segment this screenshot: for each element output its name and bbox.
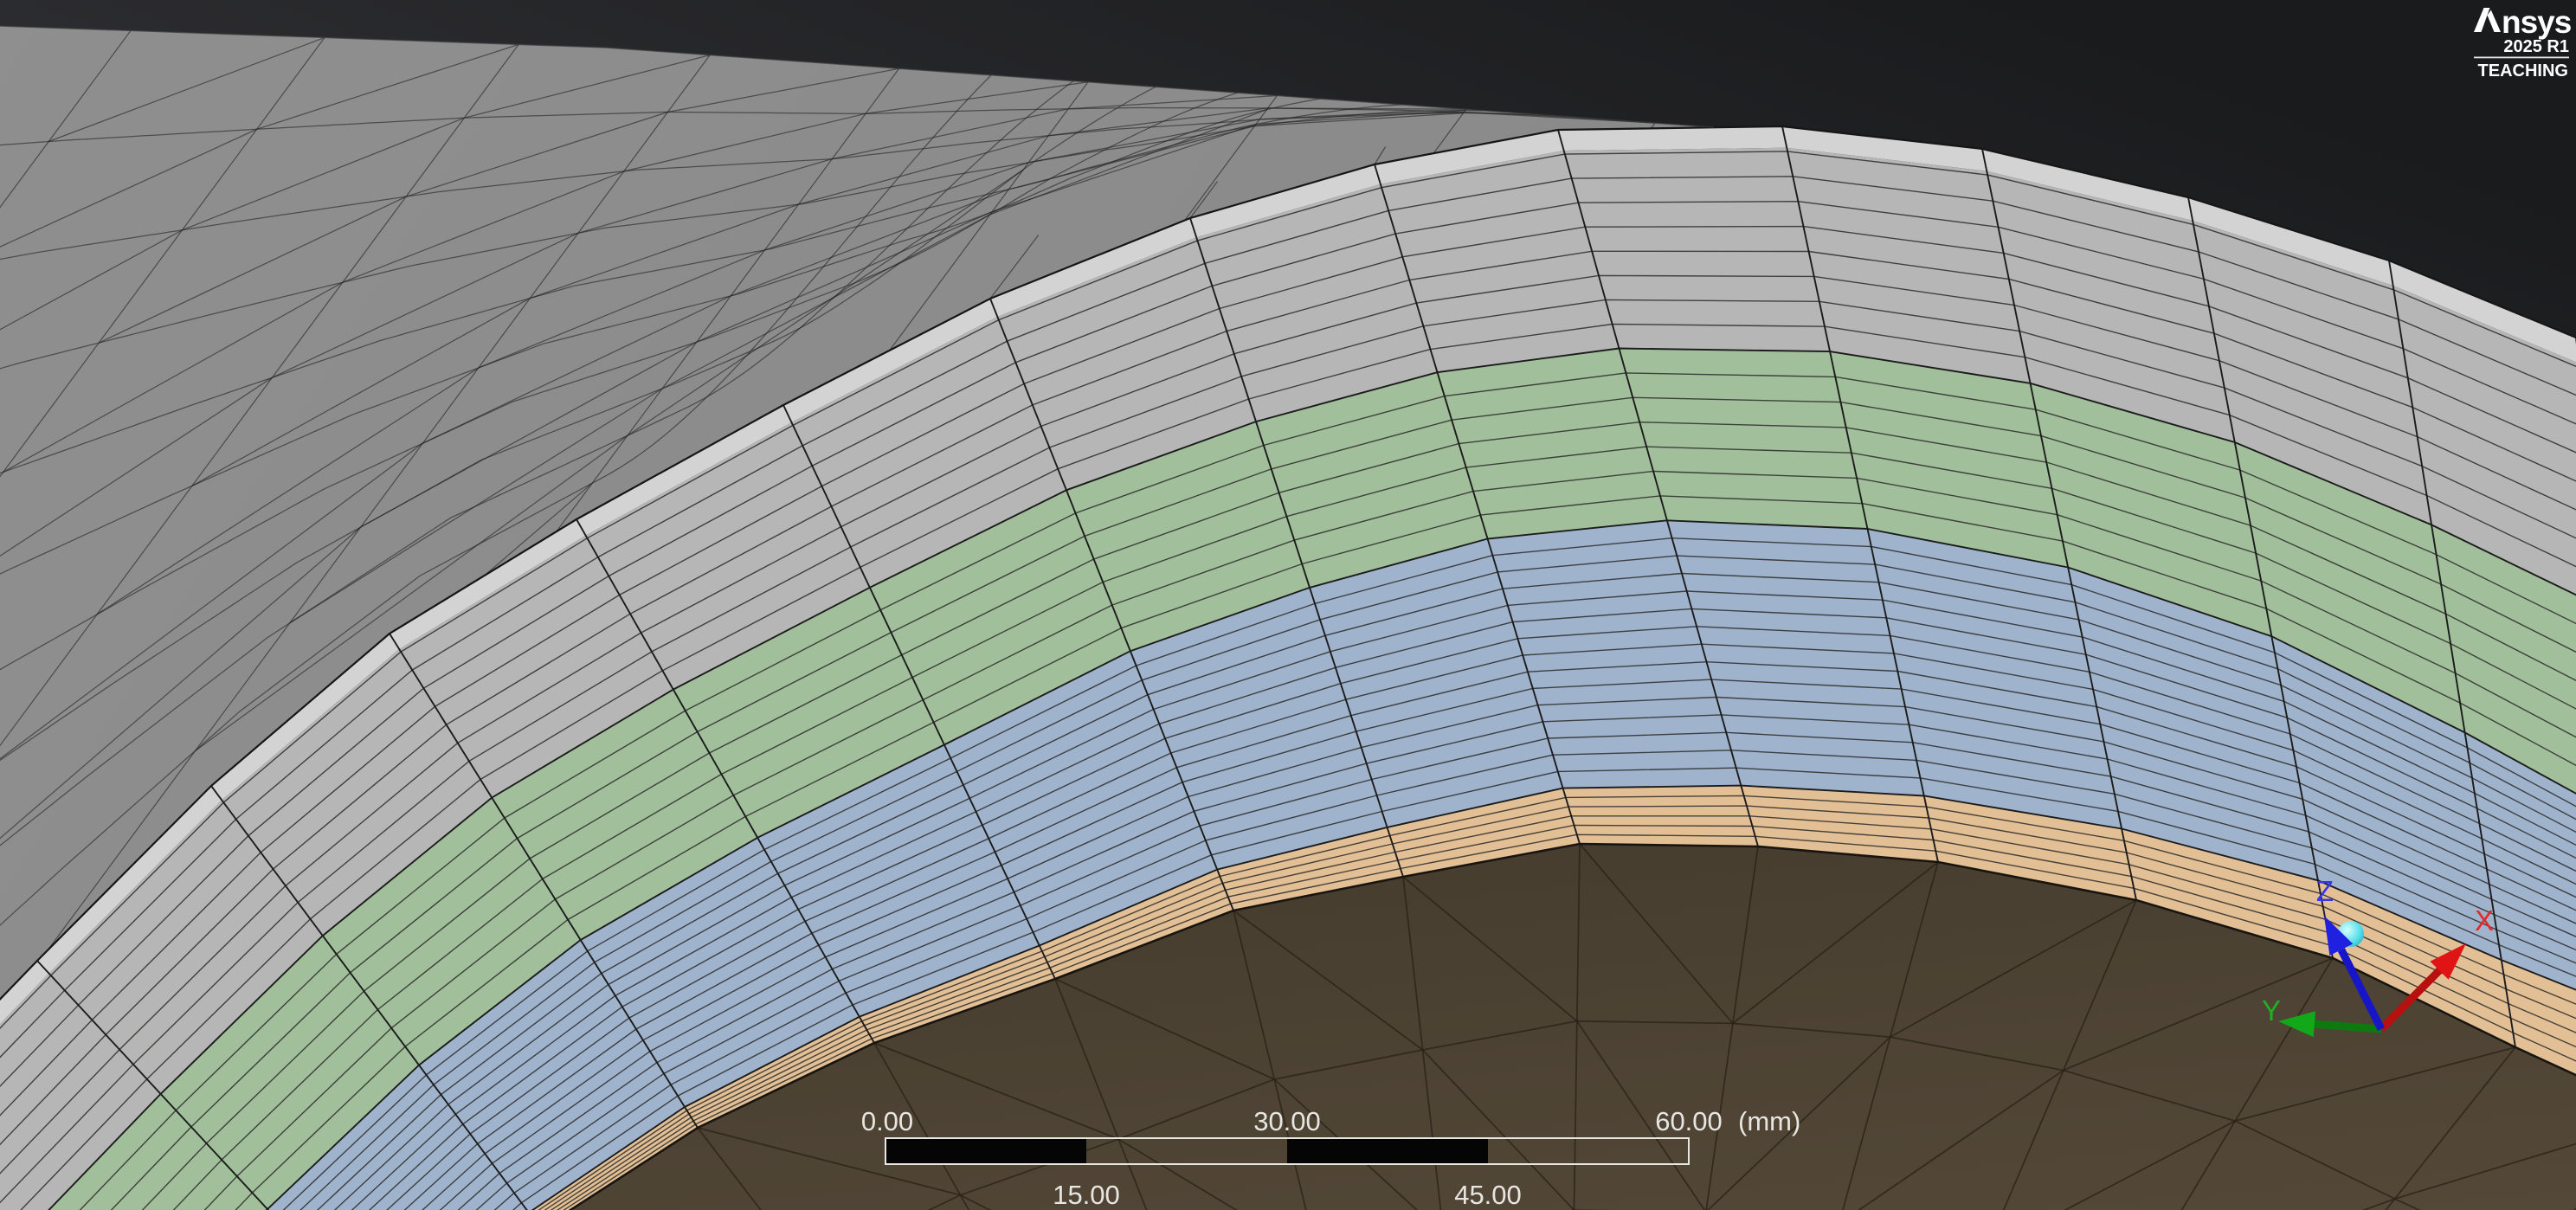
- svg-text:X: X: [2475, 904, 2494, 936]
- svg-text:TEACHING: TEACHING: [2478, 61, 2568, 80]
- svg-text:(mm): (mm): [1738, 1106, 1800, 1136]
- svg-text:2025 R1: 2025 R1: [2503, 37, 2569, 56]
- svg-text:15.00: 15.00: [1053, 1180, 1120, 1210]
- svg-text:30.00: 30.00: [1253, 1106, 1321, 1136]
- svg-text:0.00: 0.00: [861, 1106, 913, 1136]
- svg-text:60.00: 60.00: [1655, 1106, 1723, 1136]
- svg-text:nsys: nsys: [2502, 4, 2572, 40]
- svg-text:Y: Y: [2262, 994, 2281, 1027]
- svg-text:Z: Z: [2316, 875, 2334, 907]
- svg-text:45.00: 45.00: [1454, 1180, 1522, 1210]
